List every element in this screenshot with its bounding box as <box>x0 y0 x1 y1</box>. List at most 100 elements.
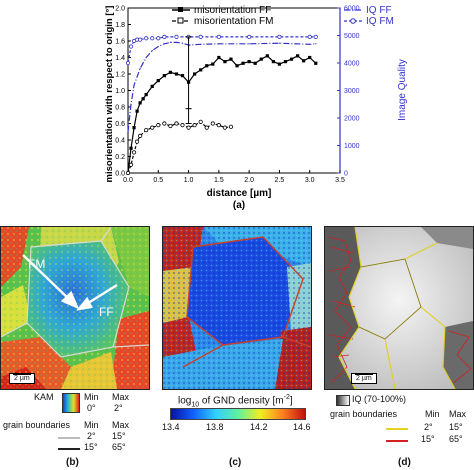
gnd-tick-3: 14.6 <box>293 422 311 432</box>
data-point <box>193 72 197 76</box>
data-point <box>131 150 137 155</box>
data-point <box>150 36 155 41</box>
data-point <box>229 57 233 61</box>
data-point <box>162 121 167 126</box>
panel-label-c: (c) <box>229 457 242 468</box>
data-point <box>181 42 184 44</box>
data-point <box>150 84 154 88</box>
data-point <box>174 121 179 126</box>
data-point <box>134 139 140 144</box>
panel-label-a: (a) <box>233 200 245 211</box>
gnd-tick-1: 13.8 <box>206 422 224 432</box>
data-point <box>145 56 147 59</box>
data-point <box>156 79 160 83</box>
y-tick-label: 0.0 <box>115 171 125 178</box>
gb-row2-max: 65° <box>449 434 463 444</box>
data-point <box>199 68 203 72</box>
data-point <box>307 34 312 39</box>
scale-bar: 2 µm <box>351 373 377 384</box>
data-point <box>125 170 131 176</box>
data-point <box>289 57 294 61</box>
y-tick-label: 1.4 <box>115 55 125 62</box>
gnd-map-image <box>163 227 311 389</box>
data-point <box>216 123 221 128</box>
legend-iq-ff: IQ FF <box>366 5 392 16</box>
data-point <box>138 37 143 42</box>
data-point <box>128 44 134 49</box>
data-point <box>132 126 136 130</box>
gb-line-swatch-2 <box>58 448 80 450</box>
y-tick-label: 0.6 <box>115 121 125 128</box>
panel-label-d: (d) <box>398 457 411 468</box>
x-tick-label: 0.0 <box>123 177 133 184</box>
y-tick-label: 0.4 <box>115 138 125 145</box>
legend-misorientation-ff: misorientation FF <box>194 5 271 16</box>
data-point <box>135 109 139 113</box>
data-point <box>175 41 178 43</box>
gb-row2-min: 15° <box>84 442 98 452</box>
iq-map: 2 µm <box>324 226 474 390</box>
gb-max-label: Max <box>449 409 467 419</box>
y-tick-label: 1.2 <box>115 72 125 79</box>
kam-max-value: 2° <box>114 403 123 413</box>
gb-legend-title: grain boundaries <box>330 409 398 419</box>
data-point <box>180 123 185 128</box>
chart-legend: misorientation FF misorientation FM IQ F… <box>172 5 394 27</box>
gb-max-label: Max <box>112 420 130 430</box>
legend-misorientation-fm: misorientation FM <box>194 16 273 27</box>
x-tick-label: 0.5 <box>153 177 163 184</box>
y-tick-label: 1.0 <box>115 88 125 95</box>
data-point <box>174 72 179 76</box>
data-point <box>162 74 166 78</box>
gb-row2-max: 65° <box>112 442 126 452</box>
data-point <box>241 61 245 65</box>
data-point <box>169 41 171 43</box>
kam-map-image <box>1 227 149 389</box>
data-point <box>186 125 191 130</box>
data-point <box>247 60 251 64</box>
gb-line-swatch-red <box>386 440 408 442</box>
y-tick-label: 0.2 <box>115 154 125 161</box>
x-tick-label: 3.5 <box>335 177 345 184</box>
y2-axis-label: Image Quality <box>397 59 408 121</box>
y2-tick-label: 0 <box>344 171 348 178</box>
gb-row1-min: 2° <box>87 431 96 441</box>
gnd-colorbar-gradient <box>170 408 306 420</box>
data-point <box>133 84 135 86</box>
gb-row1-min: 2° <box>424 422 433 432</box>
gb-line-swatch-1 <box>58 437 80 439</box>
gb-legend-title: grain boundaries <box>3 420 71 430</box>
x-axis-label: distance [µm] <box>207 188 272 199</box>
gnd-tick-2: 14.2 <box>250 422 268 432</box>
y-tick-label: 0.8 <box>115 105 125 112</box>
scale-bar: 2 µm <box>9 373 35 384</box>
data-point <box>138 101 142 105</box>
annot-ff: FF <box>99 305 114 319</box>
legend-iq-fm: IQ FM <box>366 16 394 27</box>
gb-row2-min: 15° <box>421 434 435 444</box>
data-point <box>223 60 227 64</box>
data-point <box>302 59 306 63</box>
kam-min-label: Min <box>84 392 99 402</box>
data-point <box>248 43 250 45</box>
data-point <box>277 62 282 66</box>
data-point <box>162 34 167 39</box>
kam-legend-swatch <box>62 393 80 413</box>
x-tick-label: 3.0 <box>305 177 315 184</box>
data-point <box>198 119 203 124</box>
gb-row1-max: 15° <box>112 431 126 441</box>
chart-axes: 0.0 0.5 1.0 1.5 2.0 2.5 3.0 3.5 0.0 0.2 0.4 0.6 0.8 1… <box>115 6 359 185</box>
data-point <box>150 125 155 130</box>
gb-min-label: Min <box>84 420 99 430</box>
data-point <box>283 60 288 64</box>
data-point <box>313 34 318 39</box>
series-line-2 <box>127 41 316 132</box>
data-point <box>138 133 143 138</box>
series-line-1 <box>127 121 232 174</box>
data-point <box>228 124 234 129</box>
x-tick-label: 1.5 <box>214 177 224 184</box>
data-point <box>205 64 209 68</box>
data-point <box>139 67 141 70</box>
data-point <box>174 34 179 39</box>
kam-min-value: 0° <box>87 403 96 413</box>
